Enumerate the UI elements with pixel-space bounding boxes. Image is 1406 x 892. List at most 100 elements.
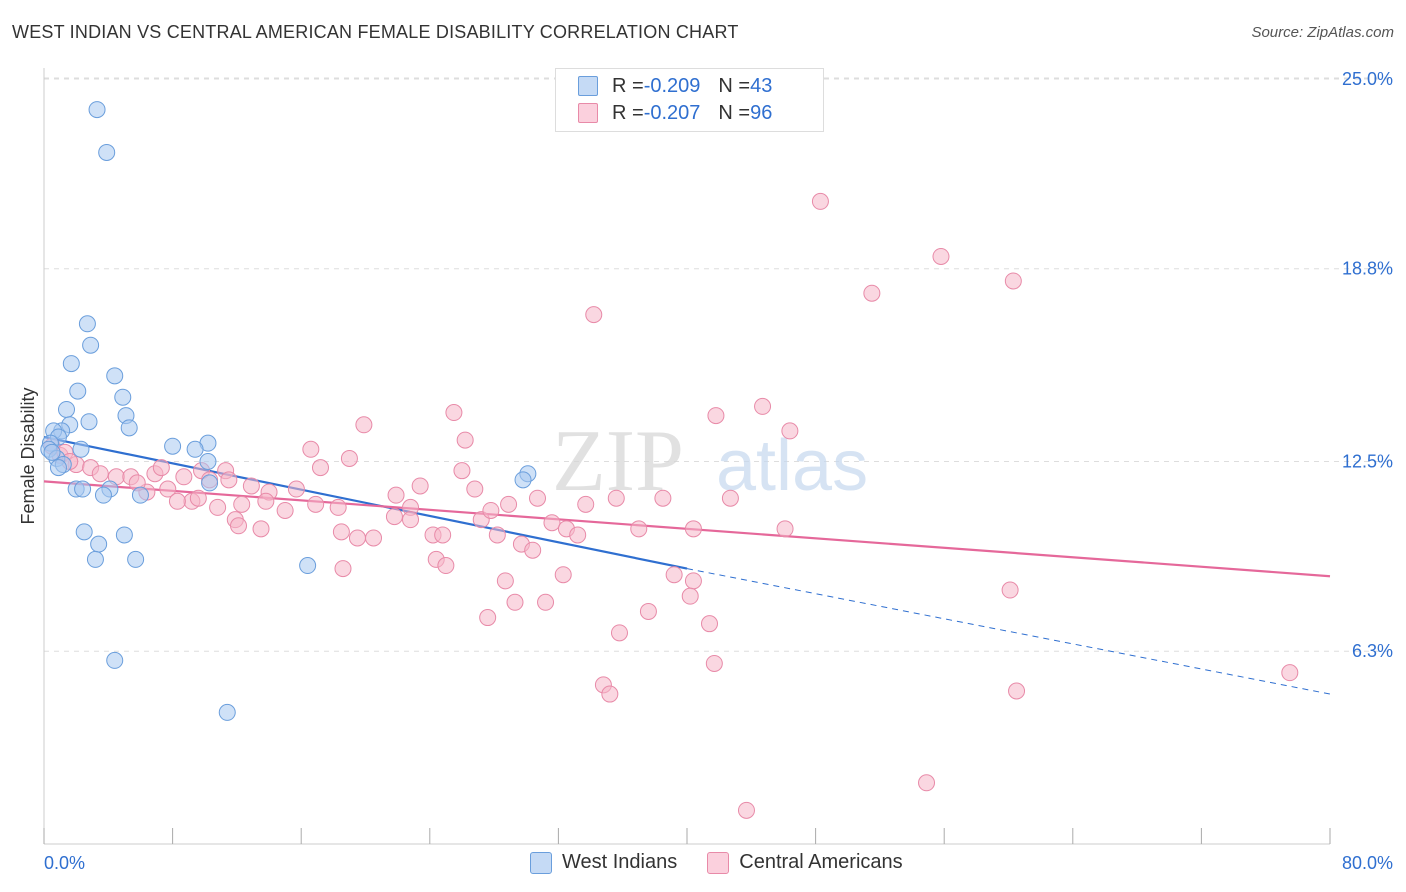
point-central-americans [524, 541, 542, 559]
point-central-americans [355, 416, 373, 434]
point-central-americans [607, 489, 625, 507]
point-west-indians [98, 143, 116, 161]
y-tick-label: 18.8% [1342, 259, 1393, 279]
legend-r-label-2: R = [612, 101, 644, 124]
point-central-americans [257, 492, 275, 510]
point-central-americans [1004, 272, 1022, 290]
point-west-indians [218, 703, 236, 721]
point-central-americans [701, 615, 719, 633]
point-central-americans [220, 471, 238, 489]
point-central-americans [385, 508, 403, 526]
point-west-indians [78, 315, 96, 333]
point-central-americans [365, 529, 383, 547]
point-central-americans [168, 492, 186, 510]
point-central-americans [1281, 664, 1299, 682]
point-central-americans [577, 495, 595, 513]
point-central-americans [230, 517, 248, 535]
point-central-americans [453, 462, 471, 480]
point-central-americans [610, 624, 628, 642]
series-legend-item-west-indians[interactable]: West Indians [530, 851, 677, 874]
x-tick-label-min: 0.0% [44, 853, 85, 873]
point-central-americans [781, 422, 799, 440]
point-central-americans [252, 520, 270, 538]
point-central-americans [242, 477, 260, 495]
point-central-americans [585, 306, 603, 324]
legend-swatch-pink [578, 103, 598, 123]
point-central-americans [159, 480, 177, 498]
series-legend-item-central-americans[interactable]: Central Americans [707, 851, 903, 874]
point-central-americans [287, 480, 305, 498]
point-central-americans [175, 468, 193, 486]
legend-n-value-1: 43 [750, 74, 773, 97]
point-west-indians [72, 440, 90, 458]
point-central-americans [437, 557, 455, 575]
point-central-americans [329, 498, 347, 516]
legend-row-west-indians: R = -0.209 N = 43 [578, 74, 772, 98]
legend-swatch-blue [578, 76, 598, 96]
chart-title: WEST INDIAN VS CENTRAL AMERICAN FEMALE D… [12, 22, 739, 42]
point-central-americans [506, 593, 524, 611]
legend-n-label-1: N = [718, 74, 751, 97]
point-central-americans [569, 526, 587, 544]
point-central-americans [684, 520, 702, 538]
point-central-americans [529, 489, 547, 507]
legend-row-central-americans: R = -0.207 N = 96 [578, 101, 772, 125]
point-west-indians [80, 413, 98, 431]
point-west-indians [62, 355, 80, 373]
x-tick-label-max: 80.0% [1342, 853, 1393, 873]
point-west-indians [43, 443, 61, 461]
point-central-americans [496, 572, 514, 590]
point-central-americans [1008, 682, 1026, 700]
point-central-americans [1001, 581, 1019, 599]
point-central-americans [91, 465, 109, 483]
point-west-indians [90, 535, 108, 553]
point-central-americans [434, 526, 452, 544]
point-west-indians [69, 382, 87, 400]
point-central-americans [411, 477, 429, 495]
point-central-americans [543, 514, 561, 532]
point-west-indians [88, 101, 106, 119]
y-tick-label: 6.3% [1352, 641, 1393, 661]
series-legend-label-1: West Indians [562, 851, 678, 873]
legend-r-value-1: -0.209 [643, 74, 701, 97]
point-west-indians [115, 526, 133, 544]
y-axis-label: Female Disability [18, 387, 38, 524]
point-west-indians [82, 336, 100, 354]
point-west-indians [131, 486, 149, 504]
point-west-indians [114, 388, 132, 406]
point-west-indians [201, 474, 219, 492]
point-central-americans [654, 489, 672, 507]
point-west-indians [58, 400, 76, 418]
point-central-americans [601, 685, 619, 703]
point-central-americans [918, 774, 936, 792]
point-central-americans [348, 529, 366, 547]
trendline-layer [43, 435, 1331, 695]
point-central-americans [209, 498, 227, 516]
point-central-americans [340, 449, 358, 467]
watermark-atlas: atlas [716, 426, 868, 506]
point-central-americans [681, 587, 699, 605]
series-legend: West Indians Central Americans [530, 851, 933, 874]
point-central-americans [684, 572, 702, 590]
point-central-americans [554, 566, 572, 584]
trendline-west-indians [43, 435, 688, 570]
point-central-americans [152, 459, 170, 477]
point-central-americans [479, 609, 497, 627]
point-central-americans [488, 526, 506, 544]
point-west-indians [199, 453, 217, 470]
point-central-americans [630, 520, 648, 538]
point-central-americans [466, 480, 484, 498]
point-central-americans [500, 495, 518, 513]
point-central-americans [332, 523, 350, 541]
point-west-indians [514, 471, 532, 489]
point-central-americans [456, 431, 474, 449]
point-west-indians [106, 367, 124, 385]
legend-n-label-2: N = [718, 101, 751, 124]
point-central-americans [639, 602, 657, 620]
point-central-americans [863, 284, 881, 302]
point-west-indians [299, 557, 317, 575]
legend-r-value-2: -0.207 [643, 101, 701, 124]
chart-source: Source: ZipAtlas.com [1251, 24, 1394, 41]
point-central-americans [482, 501, 500, 519]
